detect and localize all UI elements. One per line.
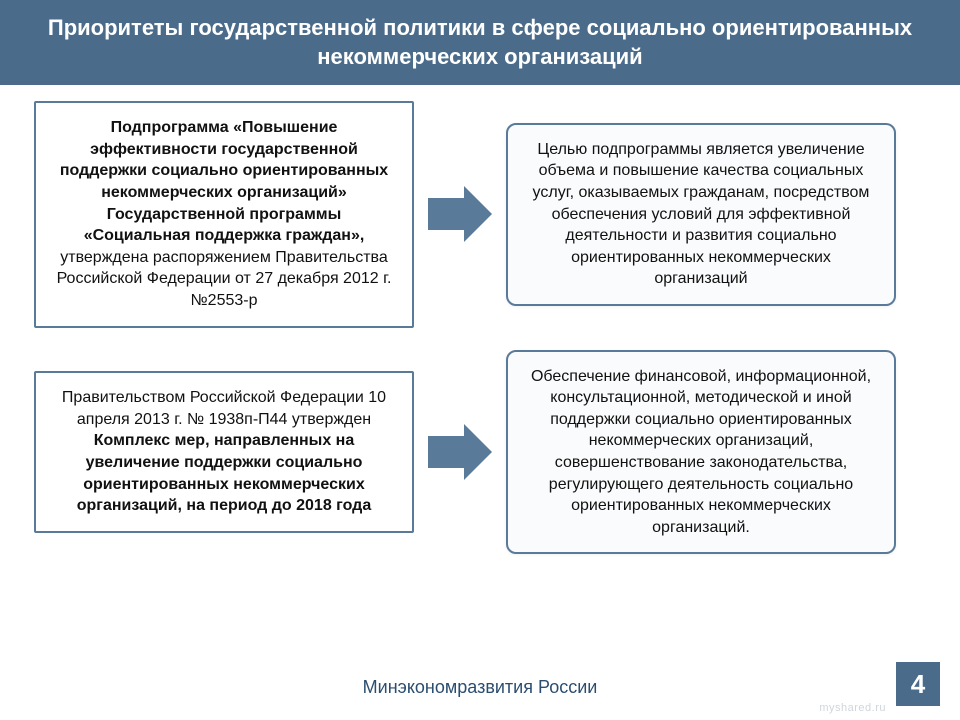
flow-row-1: Подпрограмма «Повышение эффективности го… [34, 101, 926, 327]
slide-title: Приоритеты государственной политики в сф… [48, 15, 912, 69]
slide-footer: Минэкономразвития России [0, 677, 960, 698]
slide-content: Подпрограмма «Повышение эффективности го… [0, 85, 960, 554]
left-box-2-bold: Комплекс мер, направленных на увеличение… [77, 432, 371, 514]
right-box-1-text: Целью подпрограммы является увеличение о… [533, 141, 870, 288]
watermark: myshared.ru [819, 702, 886, 714]
arrow-2 [414, 424, 506, 480]
watermark-text: myshared.ru [819, 702, 886, 714]
right-box-2: Обеспечение финансовой, информационной, … [506, 350, 896, 555]
flow-row-2: Правительством Российской Федерации 10 а… [34, 350, 926, 555]
footer-text: Минэкономразвития России [363, 677, 598, 697]
right-box-2-text: Обеспечение финансовой, информационной, … [531, 368, 871, 536]
left-box-1: Подпрограмма «Повышение эффективности го… [34, 101, 414, 327]
page-number: 4 [911, 669, 925, 700]
right-box-1: Целью подпрограммы является увеличение о… [506, 123, 896, 306]
arrow-right-icon [428, 186, 492, 242]
arrow-right-icon [428, 424, 492, 480]
slide-header: Приоритеты государственной политики в сф… [0, 0, 960, 85]
left-box-1-plain: утверждена распоряжением Правительства Р… [57, 249, 392, 309]
left-box-2: Правительством Российской Федерации 10 а… [34, 371, 414, 533]
left-box-2-pre: Правительством Российской Федерации 10 а… [62, 389, 386, 428]
arrow-1 [414, 186, 506, 242]
page-number-badge: 4 [896, 662, 940, 706]
left-box-1-bold: Подпрограмма «Повышение эффективности го… [60, 119, 388, 244]
